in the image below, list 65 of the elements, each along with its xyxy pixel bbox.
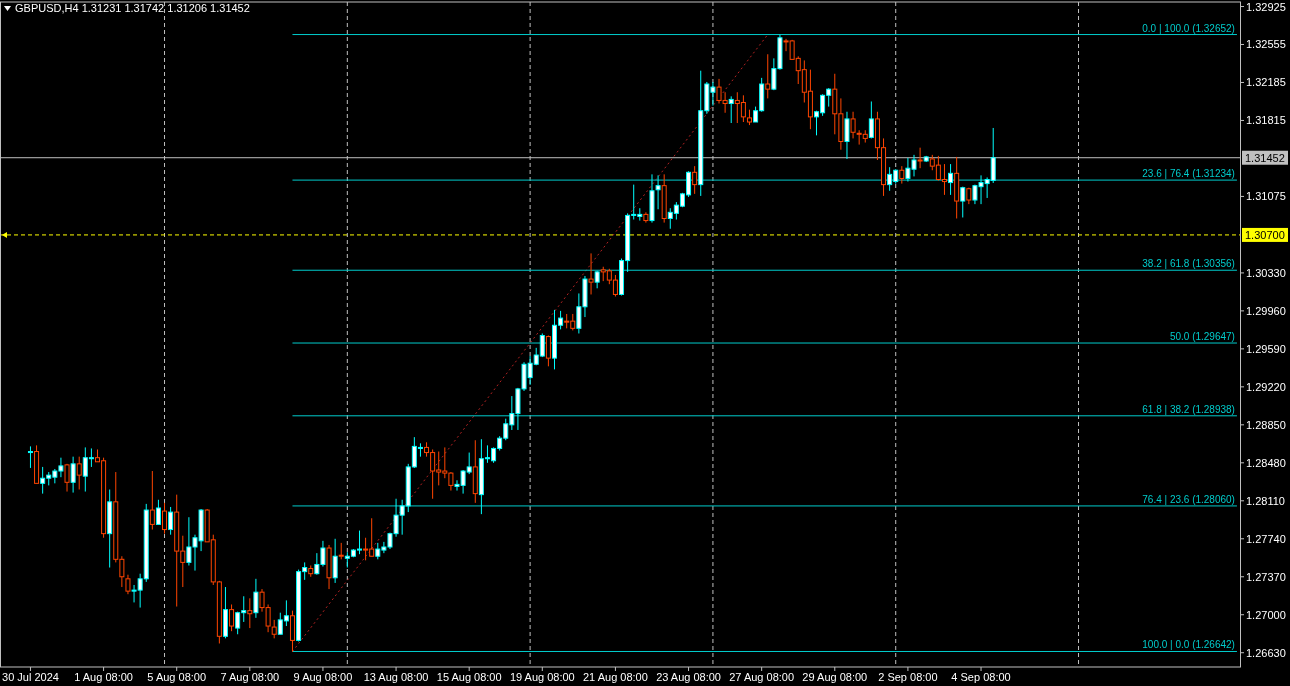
candlestick: [868, 100, 874, 139]
x-tick-label: 9 Aug 08:00: [293, 671, 353, 683]
candlestick: [253, 578, 259, 619]
series-label: 50.0 (1.29647): [1169, 331, 1235, 343]
candlestick: [850, 111, 856, 139]
y-tick-label: 1.29590: [1246, 342, 1286, 355]
ref-line-label: 1.30700: [1245, 228, 1285, 241]
x-tick-label: 29 Aug 08:00: [802, 671, 868, 683]
candlestick: [155, 499, 161, 525]
chart-title: GBPUSD,H4 1.31231 1.31742 1.31206 1.31452: [15, 2, 250, 14]
candlestick: [247, 597, 253, 629]
candlestick: [765, 53, 771, 99]
candlestick: [76, 456, 82, 491]
candlestick: [149, 470, 155, 531]
candlestick: [168, 506, 174, 536]
x-tick-label: 19 Aug 08:00: [509, 671, 575, 683]
y-tick-label: 1.31075: [1246, 190, 1286, 203]
x-tick-label: 13 Aug 08:00: [363, 671, 429, 683]
x-tick-label: 4 Sep 08:00: [951, 671, 1011, 683]
y-tick-label: 1.28850: [1246, 418, 1286, 431]
candlestick: [844, 111, 850, 160]
candlestick: [64, 463, 70, 493]
x-tick-label: 5 Aug 08:00: [147, 671, 207, 683]
x-tick-label: 15 Aug 08:00: [436, 671, 502, 683]
candlestick: [27, 445, 33, 469]
series-label: 76.4 | 23.6 (1.28060): [1142, 493, 1235, 505]
series-label: 23.6 | 76.4 (1.31234): [1142, 168, 1235, 180]
x-tick-label: 30 Jul 2024: [2, 671, 59, 683]
candlestick: [655, 174, 661, 210]
y-tick-label: 1.29960: [1246, 304, 1286, 317]
y-tick-label: 1.31815: [1246, 114, 1286, 127]
y-tick-label: 1.32555: [1246, 38, 1286, 51]
y-tick-label: 1.27740: [1246, 532, 1286, 545]
x-tick-label: 1 Aug 08:00: [74, 671, 133, 683]
candlestick: [960, 186, 966, 218]
y-tick-label: 1.32925: [1246, 0, 1286, 13]
y-tick-label: 1.26630: [1246, 646, 1286, 659]
candlestick: [229, 603, 235, 632]
candlestick: [692, 165, 698, 195]
y-tick-label: 1.28480: [1246, 456, 1286, 469]
candlestick: [728, 95, 734, 124]
x-tick-label: 23 Aug 08:00: [656, 671, 721, 683]
x-tick-label: 7 Aug 08:00: [220, 671, 280, 683]
y-tick-label: 1.28110: [1246, 494, 1285, 507]
candlestick: [125, 574, 131, 595]
x-tick-label: 21 Aug 08:00: [583, 671, 648, 683]
series-label: 38.2 | 61.8 (1.30356): [1142, 258, 1235, 270]
y-tick-label: 1.32185: [1246, 76, 1286, 89]
series-label: 100.0 | 0.0 (1.26642): [1142, 639, 1235, 651]
candlestick: [588, 252, 594, 295]
candlestick: [917, 147, 923, 169]
x-tick-label: 27 Aug 08:00: [729, 671, 795, 683]
y-tick-label: 1.27000: [1246, 608, 1286, 621]
series-label: 61.8 | 38.2 (1.28938): [1142, 403, 1235, 415]
ref-line-label: 1.31452: [1245, 151, 1285, 164]
candlestick: [948, 163, 954, 196]
series-label: 0.0 | 100.0 (1.32652): [1142, 22, 1235, 34]
y-tick-label: 1.30330: [1246, 266, 1286, 279]
candlestick: [162, 502, 168, 535]
candlestick: [332, 538, 338, 584]
candlestick: [70, 456, 76, 494]
y-tick-label: 1.29220: [1246, 380, 1286, 393]
x-tick-label: 2 Sep 08:00: [878, 671, 938, 683]
candlestick: [545, 335, 551, 367]
y-tick-label: 1.27370: [1246, 570, 1286, 583]
